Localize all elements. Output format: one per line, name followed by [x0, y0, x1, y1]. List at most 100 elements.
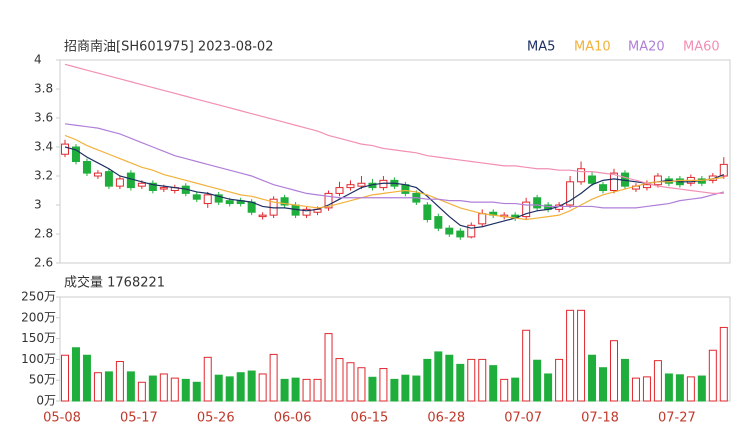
volume-bar: [599, 367, 608, 402]
candle-body: [719, 163, 728, 177]
volume-tick-label: 150万: [21, 331, 56, 345]
x-tick-label: 06-15: [351, 411, 389, 426]
candle-body: [280, 197, 289, 206]
volume-bar: [159, 373, 168, 402]
volume-bar: [467, 358, 476, 402]
volume-bar: [686, 376, 695, 402]
price-frame: [59, 59, 731, 264]
volume-bar: [181, 378, 190, 402]
candle-body: [137, 182, 146, 187]
volume-bar: [620, 358, 629, 402]
candle-body: [192, 194, 201, 200]
candle-body: [324, 192, 333, 209]
candle-body: [104, 171, 113, 187]
volume-bar: [115, 360, 124, 402]
volume-bar: [170, 377, 179, 402]
volume-bar: [203, 356, 212, 402]
candle-body: [71, 146, 80, 162]
volume-bar: [93, 372, 102, 402]
volume-bar: [280, 378, 289, 402]
volume-bar: [522, 329, 531, 402]
volume-bar: [566, 309, 575, 402]
volume-bar: [247, 370, 256, 402]
volume-bar: [719, 326, 728, 402]
volume-bar: [61, 354, 69, 402]
candle-body: [159, 187, 168, 190]
candle-body: [115, 178, 124, 187]
volume-bar: [423, 358, 432, 402]
volume-bar: [148, 375, 157, 402]
volume-bar: [434, 351, 443, 402]
candle-body: [577, 168, 586, 183]
x-tick-label: 07-18: [581, 411, 619, 426]
volume-bar: [379, 368, 388, 402]
volume-bar: [500, 378, 509, 402]
candle-body: [478, 213, 487, 225]
volume-tick-label: 250万: [21, 290, 56, 304]
candle-body: [445, 227, 454, 235]
volume-bar: [192, 381, 201, 402]
volume-tick-label: 100万: [21, 352, 56, 366]
ma-line: [64, 63, 724, 194]
volume-bar: [511, 377, 520, 402]
candle-body: [214, 194, 223, 203]
volume-bar: [631, 377, 640, 402]
ma-line: [64, 123, 724, 209]
volume-bar: [489, 365, 498, 402]
legend-label: MA60: [683, 40, 720, 55]
candle-body: [610, 172, 618, 192]
volume-bar: [269, 353, 278, 402]
y-tick-label: 4: [34, 53, 42, 67]
candle-body: [203, 194, 212, 205]
volume-bar: [368, 376, 377, 402]
candle-body: [335, 187, 344, 194]
y-tick-label: 3.2: [34, 169, 53, 183]
candle-body: [456, 230, 465, 238]
volume-bar: [258, 373, 267, 402]
candle-body: [302, 208, 311, 216]
volume-title: 成交量 1768221: [64, 275, 165, 291]
volume-bar: [236, 372, 245, 402]
candle-body: [423, 204, 432, 220]
legend-label: MA20: [628, 40, 665, 55]
y-tick-label: 2.6: [34, 256, 53, 270]
volume-bar: [401, 374, 410, 402]
volume-bar: [82, 354, 91, 402]
volume-bar: [577, 309, 586, 402]
volume-bar: [335, 358, 344, 402]
candle-body: [434, 216, 443, 229]
volume-bar: [610, 340, 618, 402]
volume-bar: [302, 378, 311, 402]
volume-tick-label: 200万: [21, 310, 56, 324]
volume-bar: [456, 363, 465, 402]
volume-bar: [664, 373, 673, 402]
volume-bar: [697, 375, 706, 402]
candle-body: [467, 224, 476, 238]
candle-body: [93, 172, 102, 177]
candle-body: [357, 182, 366, 187]
volume-bar: [357, 367, 366, 402]
candle-body: [653, 175, 662, 186]
y-tick-label: 3.4: [34, 140, 53, 154]
candle-body: [148, 182, 157, 191]
x-tick-label: 07-07: [504, 411, 542, 426]
volume-bar: [653, 360, 662, 402]
candle-body: [346, 184, 355, 189]
candle-body: [225, 200, 234, 205]
volume-bar: [214, 374, 223, 402]
volume-bar: [544, 373, 553, 402]
candle-body: [258, 214, 267, 218]
volume-bar: [533, 359, 542, 402]
volume-bar: [555, 358, 564, 402]
volume-bar: [324, 333, 333, 402]
y-tick-label: 3.6: [34, 111, 53, 125]
legend-label: MA5: [527, 40, 555, 55]
volume-bar: [126, 371, 135, 402]
volume-bar: [137, 381, 146, 402]
candle-body: [599, 184, 608, 191]
volume-bar: [225, 376, 234, 402]
candle-body: [61, 143, 69, 155]
y-tick-label: 3: [34, 198, 42, 212]
volume-bar: [104, 371, 113, 402]
ma-line: [64, 146, 725, 229]
